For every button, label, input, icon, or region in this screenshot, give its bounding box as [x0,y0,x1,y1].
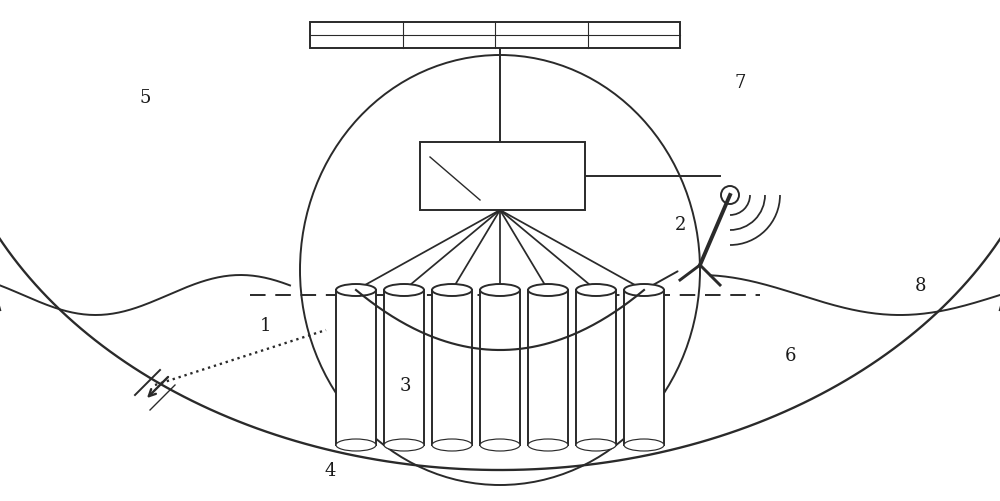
Ellipse shape [384,284,424,296]
Text: 8: 8 [914,277,926,295]
Ellipse shape [480,284,520,296]
Ellipse shape [432,284,472,296]
Bar [420,142,585,210]
Ellipse shape [624,284,664,296]
Ellipse shape [432,439,472,451]
Bar [480,290,520,445]
Bar [528,290,568,445]
Ellipse shape [528,284,568,296]
Ellipse shape [528,439,568,451]
Bar [432,290,472,445]
Ellipse shape [576,439,616,451]
Bar [310,22,680,48]
Text: 6: 6 [784,347,796,365]
Ellipse shape [336,284,376,296]
Ellipse shape [576,284,616,296]
Text: 7: 7 [734,74,746,92]
Ellipse shape [336,439,376,451]
Bar [576,290,616,445]
Text: 1: 1 [259,317,271,335]
Text: 4: 4 [324,462,336,480]
Ellipse shape [624,439,664,451]
Ellipse shape [480,439,520,451]
Text: 5: 5 [139,89,151,107]
Text: 3: 3 [399,377,411,395]
Bar [624,290,664,445]
Bar [336,290,376,445]
Text: 2: 2 [674,216,686,234]
Ellipse shape [384,439,424,451]
Bar [384,290,424,445]
